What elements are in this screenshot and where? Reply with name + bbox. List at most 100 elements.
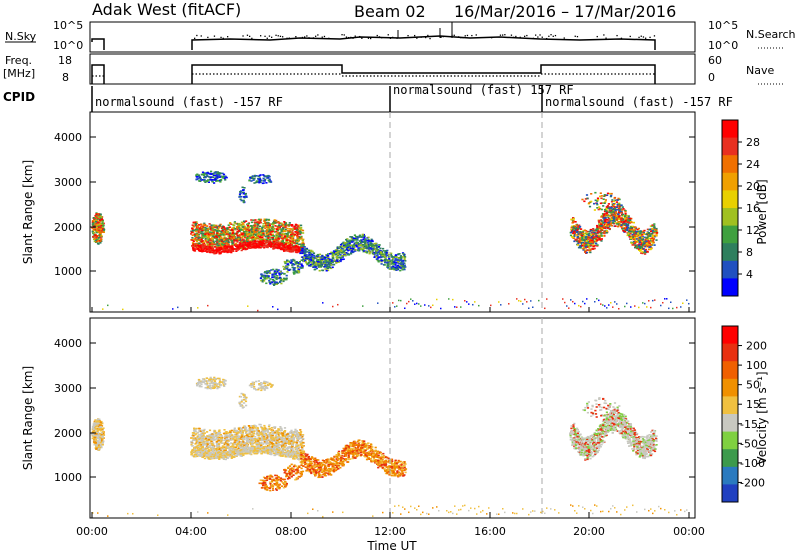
power-cell bbox=[388, 258, 391, 260]
power-cell bbox=[393, 261, 396, 264]
power-cell bbox=[624, 215, 627, 218]
power-cell bbox=[93, 240, 96, 243]
power-cell bbox=[603, 194, 606, 196]
power-cell bbox=[627, 217, 630, 219]
power-cell bbox=[608, 225, 611, 227]
power-cell bbox=[590, 237, 593, 239]
power-cell bbox=[350, 236, 354, 238]
power-cell bbox=[365, 251, 368, 254]
power-cell bbox=[357, 245, 360, 247]
power-cell bbox=[304, 254, 307, 257]
power-cell bbox=[624, 218, 627, 220]
power-cell bbox=[609, 192, 612, 195]
power-cell bbox=[271, 279, 274, 281]
power-cell bbox=[276, 247, 280, 250]
power-cell bbox=[364, 242, 367, 245]
power-cell bbox=[331, 266, 334, 269]
power-cell bbox=[258, 222, 261, 224]
power-cell bbox=[294, 246, 297, 248]
power-cell bbox=[238, 196, 241, 198]
power-cell bbox=[576, 244, 579, 246]
power-cell bbox=[399, 269, 402, 272]
power-cell bbox=[621, 228, 624, 230]
nsky-tick-bottom: 10^0 bbox=[53, 39, 83, 52]
power-cell bbox=[620, 204, 623, 206]
power-cell bbox=[98, 231, 101, 234]
power-cell bbox=[294, 270, 297, 273]
power-cell bbox=[327, 261, 330, 263]
power-cell bbox=[101, 222, 104, 225]
power-cell bbox=[610, 218, 613, 220]
power-cell bbox=[231, 239, 234, 242]
power-cell bbox=[213, 182, 216, 184]
power-cell bbox=[365, 247, 368, 250]
power-cell bbox=[231, 233, 234, 236]
power-cell bbox=[283, 273, 286, 275]
power-cell bbox=[281, 272, 284, 274]
power-cell bbox=[612, 204, 616, 206]
power-cell bbox=[331, 261, 334, 263]
power-cell bbox=[95, 231, 98, 234]
power-cell bbox=[608, 211, 611, 213]
power-cell bbox=[249, 225, 252, 227]
power-cell bbox=[363, 250, 366, 252]
power-cell bbox=[605, 230, 608, 232]
power-cell bbox=[403, 255, 406, 258]
power-cell bbox=[585, 251, 588, 254]
power-cell bbox=[363, 237, 366, 239]
nsky-dot bbox=[196, 34, 198, 37]
power-cell bbox=[273, 275, 276, 277]
power-cell bbox=[603, 210, 607, 213]
power-cell bbox=[275, 278, 278, 281]
power-cell bbox=[598, 223, 601, 225]
power-cell bbox=[604, 201, 607, 203]
power-cell bbox=[224, 179, 227, 181]
power-cell bbox=[198, 236, 202, 239]
power-cell bbox=[284, 228, 287, 231]
power-cell bbox=[342, 250, 345, 252]
power-cell bbox=[267, 228, 270, 230]
power-cell bbox=[380, 263, 383, 265]
power-cell bbox=[195, 243, 199, 246]
power-cell bbox=[196, 248, 200, 250]
power-cell bbox=[340, 256, 343, 259]
power-cell bbox=[223, 227, 226, 229]
power-cell bbox=[194, 228, 197, 231]
nsky-dot bbox=[645, 37, 647, 39]
nsky-dot bbox=[246, 34, 249, 36]
power-cell bbox=[318, 269, 321, 272]
power-cell bbox=[331, 252, 334, 254]
power-cell bbox=[214, 246, 217, 248]
power-cell bbox=[606, 192, 610, 195]
power-cell bbox=[250, 237, 253, 239]
power-cell bbox=[242, 231, 245, 234]
power-cell bbox=[603, 217, 606, 219]
power-cell bbox=[315, 265, 318, 267]
power-cell bbox=[364, 238, 367, 240]
power-cell bbox=[268, 245, 271, 247]
power-cell bbox=[299, 228, 302, 230]
power-cell bbox=[325, 265, 328, 268]
power-cell bbox=[98, 223, 101, 225]
power-cell bbox=[582, 229, 585, 232]
power-cell bbox=[284, 223, 287, 226]
power-cell bbox=[191, 228, 194, 230]
power-cell bbox=[198, 245, 201, 248]
power-cell bbox=[257, 242, 260, 245]
nsky-dot bbox=[275, 34, 277, 36]
nsky-dot bbox=[491, 37, 493, 39]
power-cell bbox=[627, 223, 630, 225]
power-cell bbox=[259, 228, 262, 230]
power-cell bbox=[579, 247, 582, 249]
power-cell bbox=[236, 228, 239, 231]
power-cell bbox=[221, 243, 224, 245]
power-cell bbox=[368, 252, 371, 255]
power-cell bbox=[627, 218, 630, 220]
power-cell bbox=[274, 243, 277, 246]
power-cell bbox=[311, 261, 314, 264]
power-cell bbox=[309, 265, 312, 267]
power-cell bbox=[211, 249, 214, 251]
power-cell bbox=[262, 244, 265, 246]
power-cell bbox=[381, 259, 384, 262]
power-cell bbox=[404, 260, 407, 262]
